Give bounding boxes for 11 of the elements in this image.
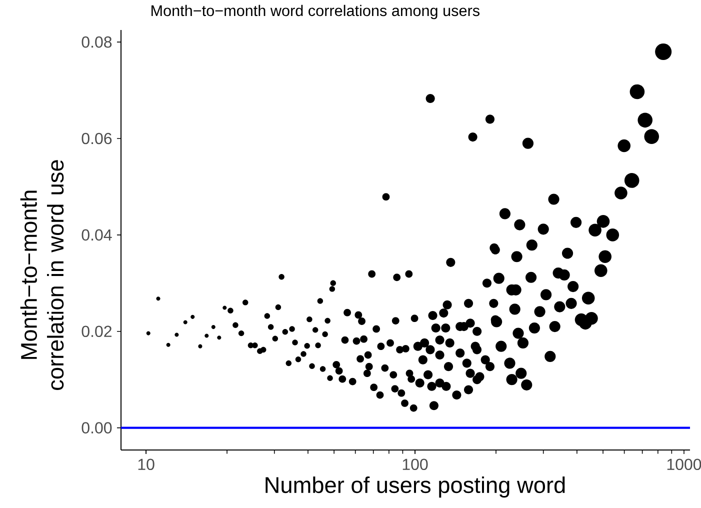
- y-tick-label: 0.08: [82, 36, 112, 48]
- y-tick-label: 0.02: [82, 326, 112, 338]
- x-axis-title: Number of users posting word: [266, 476, 565, 498]
- y-axis-title: Month−to−month correlation in word use: [20, 160, 64, 390]
- chart-title: Month−to−month word correlations among users: [152, 4, 480, 20]
- x-tick-label: 100: [402, 458, 428, 470]
- y-tick-label: 0.06: [82, 132, 112, 144]
- x-tick-label: 1000: [667, 458, 701, 470]
- y-tick-label: 0.04: [82, 229, 112, 241]
- x-tick-label: 10: [138, 458, 154, 470]
- y-tick-label: 0.00: [82, 422, 112, 434]
